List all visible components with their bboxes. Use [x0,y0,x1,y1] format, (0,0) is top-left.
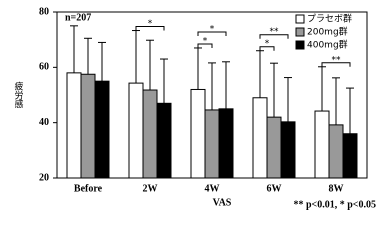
bar [128,82,144,179]
significance-label: * [210,24,215,34]
bar [280,121,296,179]
significance-label: * [203,36,208,46]
legend-swatch [295,14,305,24]
bar [204,109,220,179]
significance-bracket [259,46,275,51]
significance-label: ** [270,27,280,37]
significance-bracket [135,26,165,31]
significance-label: * [265,39,270,49]
y-tick-label: 60 [39,62,49,73]
x-tick-label: 6W [267,183,282,194]
significance-label: * [148,19,153,29]
bar [266,116,282,179]
x-tick-label: Before [74,183,103,194]
legend-swatch [295,27,305,37]
y-tick-label: 20 [39,172,49,183]
bar [328,124,344,179]
bar [218,108,234,179]
significance-bracket [321,62,351,67]
significance-bracket [197,31,227,36]
x-tick-label: 8W [329,183,344,194]
y-tick-label: 40 [39,117,49,128]
legend-swatch [295,40,305,50]
bar [314,110,330,179]
legend-label: 200mg群 [307,26,348,38]
bar [94,80,110,179]
x-tick-label: 2W [143,183,158,194]
y-tick-label: 80 [39,6,49,17]
x-tick-label: 4W [205,183,220,194]
annotation: n=207 [65,12,91,23]
significance-label: ** [332,55,342,65]
bar [252,97,268,179]
bar [142,89,158,179]
significance-bracket [259,34,289,39]
bar [80,73,96,179]
bar [66,72,82,179]
legend-label: プラセボ群 [307,13,352,25]
footnote: ** p<0.01, * p<0.05 [293,199,376,210]
legend-label: 400mg群 [307,39,348,51]
significance-bracket [197,43,213,48]
bar [190,88,206,179]
x-axis-label: VAS [213,197,232,208]
y-axis-label: 疲労感 [13,80,24,108]
bar [156,102,172,179]
bar [342,133,358,179]
chart: 疲労感 VAS n=207 ** p<0.01, * p<0.05 20 40 60… [13,6,377,210]
